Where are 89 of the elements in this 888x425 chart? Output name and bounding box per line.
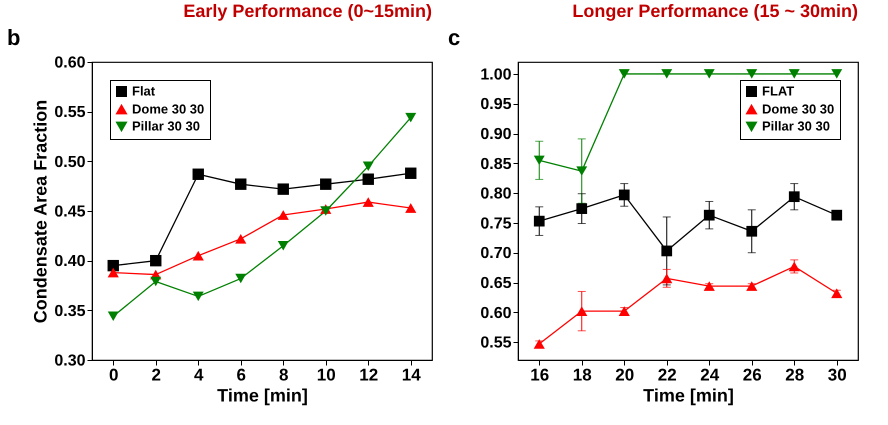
text: c <box>448 25 460 50</box>
point <box>192 168 204 180</box>
y-tick-label: 1.00 <box>480 66 512 84</box>
point <box>278 183 289 195</box>
y-tick-label: 0.55 <box>480 334 512 352</box>
point <box>661 274 672 284</box>
x-axis-title: Time [min] <box>643 386 734 406</box>
point <box>362 197 374 207</box>
point <box>618 306 630 316</box>
y-tick-label: 0.80 <box>480 186 512 203</box>
x-tick-label: 26 <box>742 366 762 384</box>
y-tick-label: 0.90 <box>480 126 512 144</box>
point <box>278 210 289 220</box>
legend-label: Pillar 30 30 <box>762 118 830 134</box>
x-tick-label: 16 <box>530 366 550 384</box>
y-tick-label: 0.60 <box>480 304 512 322</box>
x-tick-label: 12 <box>359 366 378 384</box>
x-tick-label: 18 <box>572 366 592 384</box>
point <box>235 274 246 284</box>
point <box>150 254 162 266</box>
point <box>618 69 630 79</box>
x-tick-label: 6 <box>236 366 246 384</box>
x-tick-label: 14 <box>402 366 422 384</box>
point <box>831 210 842 221</box>
y-tick-label: 0.35 <box>54 302 86 320</box>
point <box>192 250 204 261</box>
y-tick-label: 0.75 <box>480 215 512 232</box>
point <box>704 69 715 79</box>
point <box>831 288 842 298</box>
y-tick-label: 0.45 <box>54 204 86 220</box>
point <box>405 168 416 179</box>
point <box>320 178 332 190</box>
point <box>704 210 715 221</box>
x-tick-label: 10 <box>316 366 336 384</box>
point <box>235 234 246 244</box>
x-tick-label: 24 <box>700 366 720 384</box>
x-tick-label: 4 <box>194 366 204 384</box>
point <box>278 241 289 251</box>
point <box>362 174 374 185</box>
point <box>661 246 672 256</box>
point <box>108 260 119 272</box>
point <box>362 162 374 172</box>
chart-title: Early Performance (0~15min) <box>183 1 432 21</box>
point <box>576 306 588 316</box>
point <box>150 276 162 286</box>
point <box>405 112 416 122</box>
legend-label: Dome 30 30 <box>762 102 834 116</box>
point <box>108 268 119 278</box>
y-tick-label: 0.85 <box>480 156 512 173</box>
y-axis-title: Condensate Area Fraction <box>30 100 50 324</box>
y-tick-label: 0.60 <box>54 54 86 72</box>
x-tick-label: 20 <box>615 366 634 384</box>
y-tick-label: 0.30 <box>54 352 86 370</box>
point <box>108 312 119 322</box>
y-tick-label: 0.40 <box>54 253 86 270</box>
point <box>405 203 416 213</box>
point <box>534 156 545 166</box>
x-axis-title: Time [min] <box>217 386 308 406</box>
point <box>618 190 630 200</box>
text: b <box>7 25 20 50</box>
point <box>831 69 842 79</box>
legend-label: Pillar 30 30 <box>132 118 200 134</box>
x-tick-label: 2 <box>152 366 161 384</box>
y-tick-label: 0.95 <box>480 96 512 114</box>
x-tick-label: 22 <box>658 366 677 384</box>
point <box>576 166 588 176</box>
legend-label: Flat <box>132 84 156 98</box>
point <box>192 292 204 302</box>
point <box>661 69 672 79</box>
point <box>788 69 800 79</box>
legend-label: Dome 30 30 <box>132 102 204 116</box>
point <box>746 226 758 237</box>
legend-label: FLAT <box>762 84 794 98</box>
point <box>788 191 800 202</box>
point <box>576 203 588 214</box>
y-tick-label: 0.50 <box>54 154 86 171</box>
y-tick-label: 0.70 <box>480 245 512 262</box>
x-tick-label: 30 <box>828 366 847 384</box>
y-tick-label: 0.55 <box>54 104 86 122</box>
point <box>534 216 545 226</box>
x-tick-label: 0 <box>109 366 118 384</box>
chart-title: Longer Performance (15 ~ 30min) <box>572 1 858 21</box>
point <box>788 262 800 272</box>
point <box>534 339 545 349</box>
x-tick-label: 8 <box>279 366 288 384</box>
point <box>235 178 246 190</box>
x-tick-label: 28 <box>785 366 804 384</box>
point <box>746 69 758 79</box>
y-tick-label: 0.65 <box>480 275 512 292</box>
